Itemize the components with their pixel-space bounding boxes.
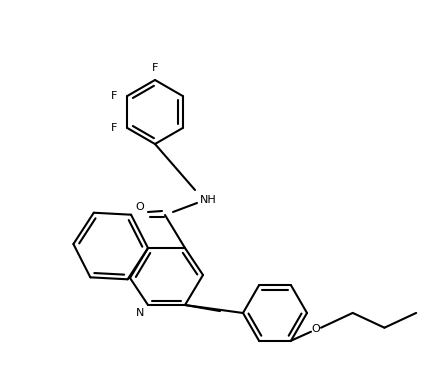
Text: N: N	[136, 308, 144, 318]
Text: O: O	[312, 324, 321, 334]
Text: F: F	[111, 123, 117, 133]
Text: NH: NH	[200, 195, 216, 205]
Text: F: F	[111, 91, 117, 101]
Text: O: O	[136, 202, 145, 212]
Text: F: F	[152, 63, 158, 73]
